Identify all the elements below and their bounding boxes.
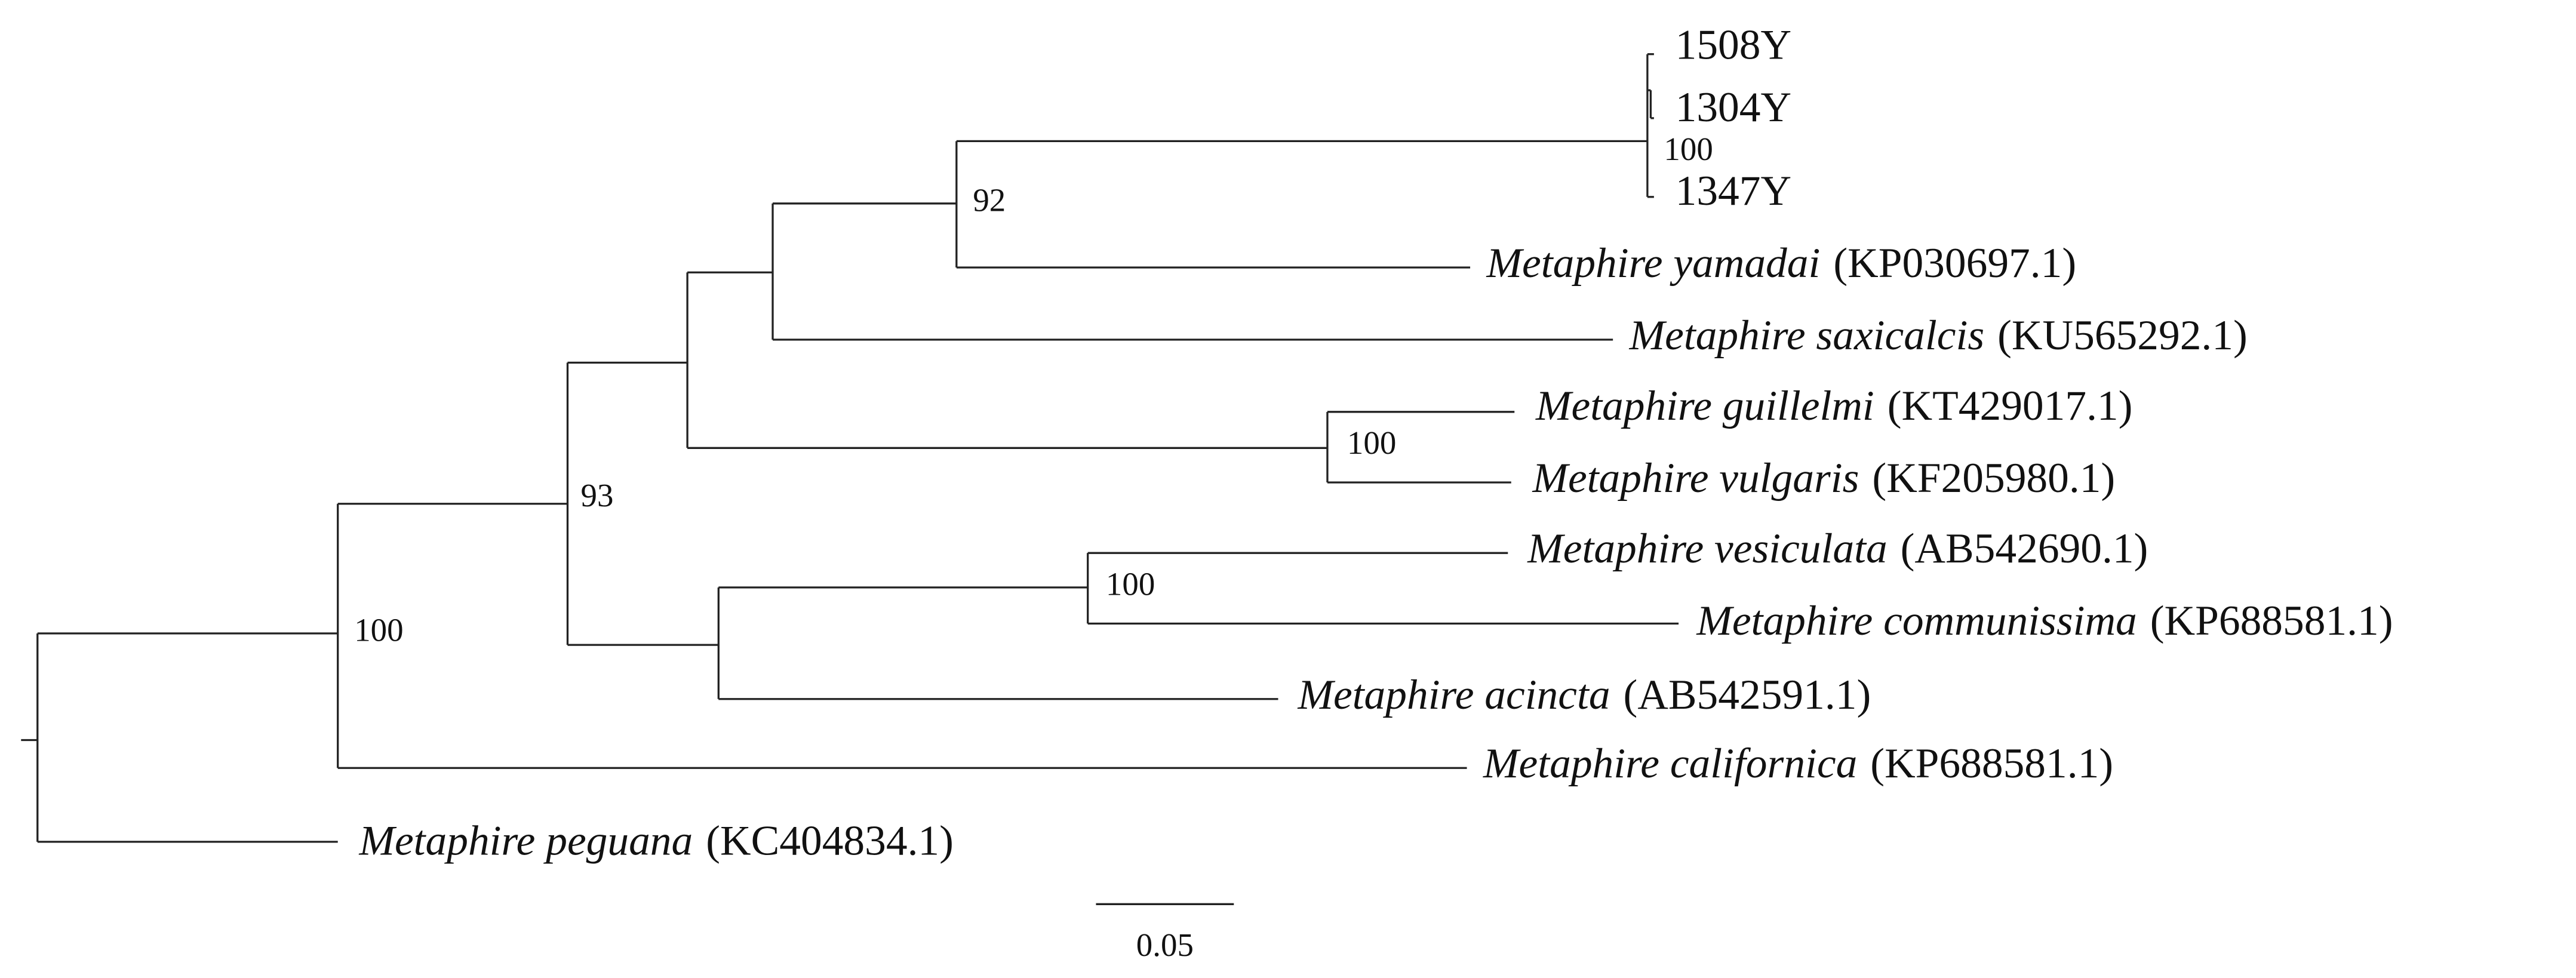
species-name: 1508Y bbox=[1676, 21, 1791, 69]
leaf-label: 1347Y bbox=[1676, 167, 1791, 214]
species-name: Metaphire vulgaris bbox=[1532, 454, 1859, 502]
species-name: Metaphire acincta bbox=[1297, 671, 1610, 718]
species-name: Metaphire guillelmi bbox=[1535, 382, 1874, 429]
accession: (KT429017.1) bbox=[1888, 382, 2133, 429]
leaf-label: Metaphire yamadai (KP030697.1) bbox=[1486, 239, 2077, 287]
species-name: Metaphire peguana bbox=[358, 817, 693, 865]
leaf-label: Metaphire saxicalcis (KU565292.1) bbox=[1629, 312, 2248, 359]
accession: (KP688581.1) bbox=[2150, 598, 2393, 645]
bootstrap-value: 100 bbox=[1664, 131, 1713, 167]
scale-label: 0.05 bbox=[1136, 927, 1194, 963]
accession: (KP688581.1) bbox=[1870, 740, 2113, 788]
species-name: Metaphire saxicalcis bbox=[1629, 312, 1985, 359]
leaf-label: Metaphire vesiculata (AB542690.1) bbox=[1527, 525, 2148, 573]
leaf-label: 1304Y bbox=[1676, 84, 1791, 131]
species-name: 1347Y bbox=[1676, 167, 1791, 214]
species-name: 1304Y bbox=[1676, 84, 1791, 131]
species-name: Metaphire communissima bbox=[1696, 598, 2137, 645]
species-name: Metaphire vesiculata bbox=[1527, 525, 1887, 573]
leaf-label: Metaphire guillelmi (KT429017.1) bbox=[1535, 382, 2132, 429]
leaf-label: Metaphire peguana (KC404834.1) bbox=[358, 817, 954, 865]
species-name: Metaphire californica bbox=[1483, 740, 1857, 788]
bootstrap-value: 100 bbox=[1106, 566, 1155, 602]
bootstrap-value: 100 bbox=[354, 611, 403, 648]
accession: (KP030697.1) bbox=[1833, 239, 2076, 287]
leaf-label: Metaphire communissima (KP688581.1) bbox=[1696, 598, 2393, 645]
accession: (AB542591.1) bbox=[1624, 671, 1871, 718]
bootstrap-value: 100 bbox=[1347, 425, 1396, 461]
branches bbox=[21, 53, 1679, 843]
species-name: Metaphire yamadai bbox=[1486, 239, 1821, 287]
leaf-label: Metaphire vulgaris (KF205980.1) bbox=[1532, 454, 2116, 502]
bootstrap-value: 93 bbox=[580, 477, 613, 513]
leaf-label: Metaphire californica (KP688581.1) bbox=[1483, 740, 2113, 788]
bootstrap-value: 92 bbox=[973, 182, 1006, 218]
accession: (KC404834.1) bbox=[706, 817, 954, 865]
accession: (AB542690.1) bbox=[1901, 525, 2148, 573]
leaf-label: 1508Y bbox=[1676, 21, 1791, 69]
accession: (KF205980.1) bbox=[1872, 454, 2115, 502]
accession: (KU565292.1) bbox=[1997, 312, 2248, 359]
leaf-label: Metaphire acincta (AB542591.1) bbox=[1297, 671, 1871, 718]
